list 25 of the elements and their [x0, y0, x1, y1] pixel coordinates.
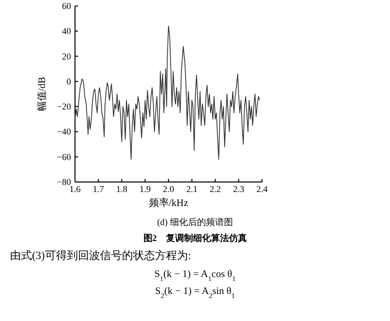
- x-tick-label: 2.4: [256, 184, 268, 194]
- y-tick-label: −20: [56, 102, 72, 112]
- x-tick-label: 1.8: [116, 184, 128, 194]
- x-tick-label: 2.1: [186, 184, 198, 194]
- y-axis-title: 幅值/dB: [36, 76, 48, 112]
- x-tick-label: 1.7: [92, 184, 104, 194]
- x-tick-label: 2.2: [210, 184, 221, 194]
- x-tick-label: 1.6: [69, 184, 82, 194]
- line-series: [74, 26, 260, 160]
- x-tick-label: 1.9: [140, 184, 152, 194]
- y-tick-label: −80: [56, 177, 72, 187]
- y-tick-label: 60: [62, 1, 72, 11]
- x-tick-label: 2.0: [162, 184, 175, 194]
- y-tick-label: −40: [56, 126, 72, 137]
- x-tick-label: 2.3: [233, 184, 245, 194]
- y-tick-label: 0: [66, 76, 72, 86]
- y-tick-label: 20: [62, 51, 72, 62]
- text: 由式(3)可得到回波信号的状态方程为:: [10, 249, 191, 262]
- caption: 图2 复调制细化算法仿真: [143, 233, 247, 243]
- x-axis-title: 频率/kHz: [148, 197, 189, 209]
- text: (d) 细化后的频谱图: [157, 217, 233, 227]
- y-tick-label: 40: [62, 26, 72, 36]
- y-tick-label: −60: [56, 152, 72, 162]
- text: S$_{2}$(k − 1) = A$_{2}$sin θ$_{1}$: [155, 286, 236, 300]
- text: S$_{1}$(k − 1) = A$_{1}$cos θ$_{1}$: [154, 269, 236, 283]
